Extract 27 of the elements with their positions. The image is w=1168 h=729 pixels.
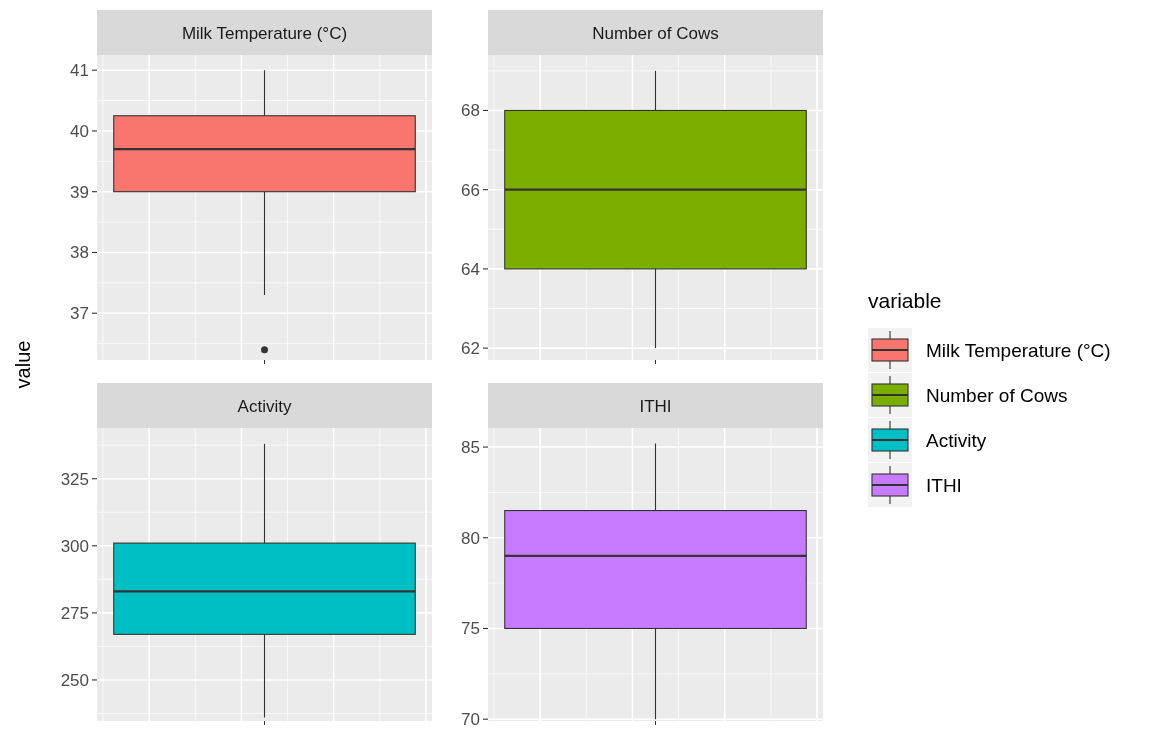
y-tick-label: 66 (461, 180, 480, 200)
y-tick-label: 250 (60, 670, 89, 690)
y-tick-label: 37 (70, 304, 89, 324)
chart-title: Activity (237, 396, 292, 416)
y-tick-label: 62 (461, 339, 480, 359)
legend-label: Activity (926, 430, 987, 451)
legend-label: ITHI (926, 475, 962, 496)
y-tick-label: 325 (60, 469, 89, 489)
y-tick-label: 80 (461, 528, 480, 548)
y-tick-label: 64 (461, 259, 480, 279)
y-tick-label: 85 (461, 438, 480, 458)
chart-title: Number of Cows (592, 23, 719, 43)
y-tick-label: 38 (70, 243, 89, 263)
y-tick-label: 68 (461, 101, 480, 121)
y-tick-label: 70 (461, 710, 480, 729)
legend-label: Milk Temperature (°C) (926, 340, 1111, 361)
y-tick-label: 39 (70, 182, 89, 202)
chart-title: ITHI (639, 396, 672, 416)
y-tick-label: 300 (60, 536, 89, 556)
y-tick-label: 41 (70, 61, 89, 81)
y-tick-label: 40 (70, 121, 89, 141)
y-tick-label: 75 (461, 619, 480, 639)
chart-title: Milk Temperature (°C) (181, 23, 348, 43)
y-axis-title: value (12, 340, 34, 389)
legend-label: Number of Cows (926, 385, 1068, 406)
y-tick-label: 275 (60, 603, 89, 623)
legend-title: variable (868, 289, 942, 312)
